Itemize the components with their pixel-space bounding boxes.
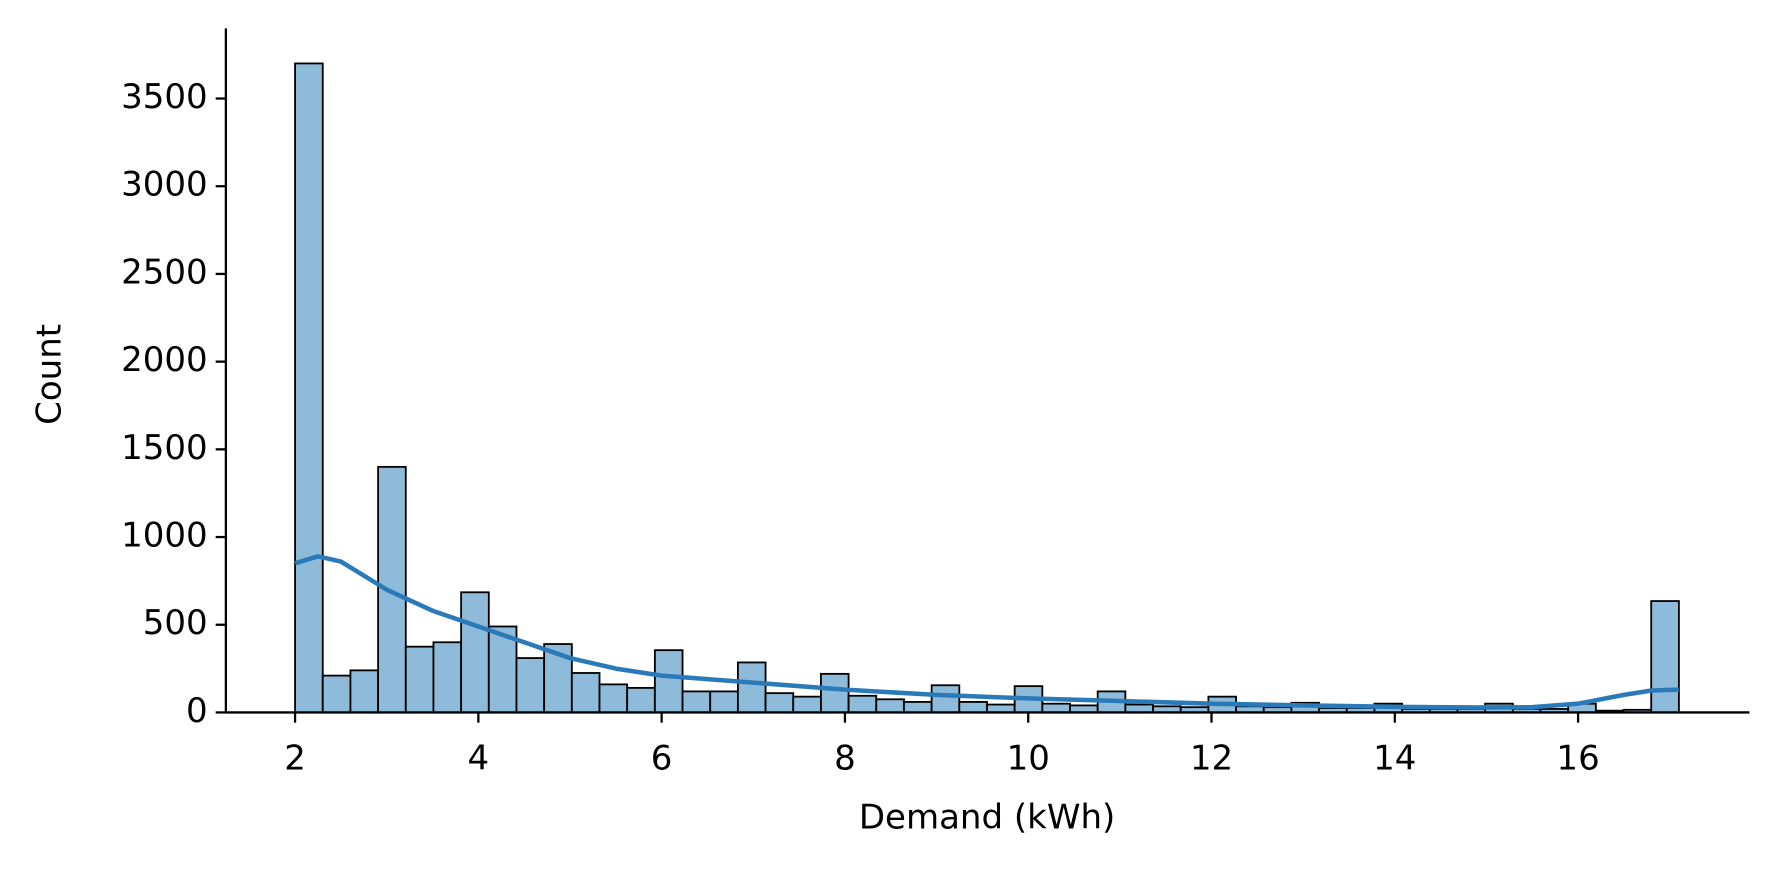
bar	[1650, 600, 1680, 714]
y-tick-label: 3000	[121, 165, 208, 205]
x-tick-label: 2	[284, 739, 306, 779]
y-tick-label: 2000	[121, 340, 208, 380]
x-tick-label: 6	[651, 739, 673, 779]
bar	[515, 657, 546, 714]
x-axis-label: Demand (kWh)	[859, 798, 1116, 838]
bar	[321, 674, 352, 714]
y-tick-label: 3500	[121, 77, 208, 117]
bar	[349, 669, 380, 714]
y-tick-label: 1000	[121, 516, 208, 556]
y-tick-label: 1500	[121, 428, 208, 468]
x-tick-label: 16	[1556, 739, 1599, 779]
bar	[764, 692, 795, 714]
bar	[1124, 703, 1154, 714]
bar	[294, 62, 324, 714]
bar	[709, 690, 739, 714]
bar	[986, 703, 1016, 714]
x-tick-label: 14	[1373, 739, 1416, 779]
bar	[432, 641, 463, 714]
y-tick-label: 500	[143, 603, 208, 643]
x-tick-label: 4	[468, 739, 490, 779]
bar	[792, 695, 822, 714]
x-tick-label: 10	[1007, 739, 1050, 779]
bar	[903, 701, 933, 714]
bar	[570, 672, 601, 714]
bar	[820, 672, 850, 714]
kde-line	[294, 554, 1679, 710]
bar	[958, 701, 988, 714]
y-tick-label: 2500	[121, 252, 208, 292]
bar	[875, 698, 905, 714]
bar	[626, 686, 656, 714]
bar	[598, 683, 629, 714]
bar	[681, 690, 712, 714]
bar	[736, 661, 767, 714]
bar	[1041, 702, 1071, 714]
bar	[930, 684, 961, 714]
bar	[653, 649, 684, 714]
x-tick-label: 12	[1190, 739, 1233, 779]
bar	[460, 591, 490, 714]
y-axis-label: Count	[30, 324, 70, 425]
x-tick-label: 8	[834, 739, 856, 779]
bar	[404, 645, 435, 714]
y-tick-label: 0	[186, 691, 208, 731]
bar	[847, 694, 878, 714]
